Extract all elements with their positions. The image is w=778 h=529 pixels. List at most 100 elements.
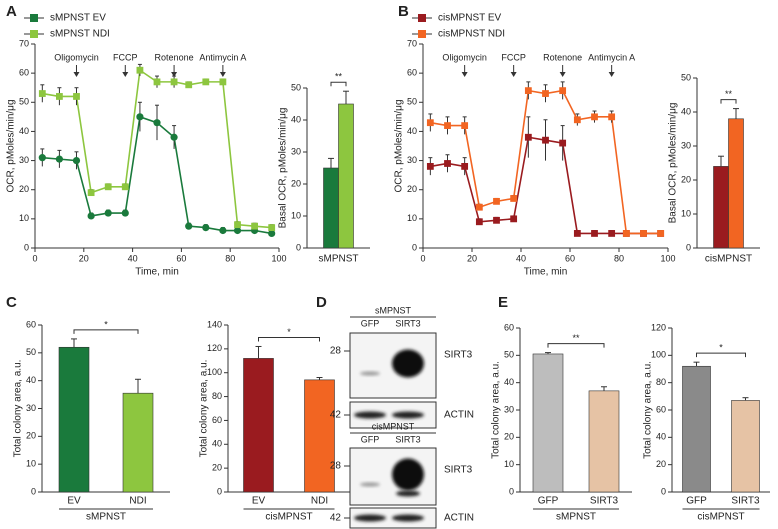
significance: * xyxy=(104,319,108,329)
y-tick-label: 100 xyxy=(651,350,666,360)
y-tick-label: 10 xyxy=(291,210,301,220)
y-tick-label: 20 xyxy=(504,432,514,442)
point xyxy=(104,209,112,217)
lane-label: GFP xyxy=(361,434,380,444)
legend-marker xyxy=(418,14,426,22)
y-tick-label: 140 xyxy=(207,319,222,329)
point xyxy=(72,156,81,165)
panel-label: A xyxy=(6,3,17,20)
y-tick-label: 40 xyxy=(504,377,514,387)
y-axis-label: Total colony area, a.u. xyxy=(491,361,502,459)
y-tick-label: 20 xyxy=(291,178,301,188)
y-tick-label: 20 xyxy=(19,184,29,194)
x-tick-label: 60 xyxy=(565,253,575,263)
point xyxy=(608,113,616,121)
bar xyxy=(713,166,729,249)
bar xyxy=(122,392,154,493)
y-tick-label: 100 xyxy=(207,367,222,377)
y-tick-label: 20 xyxy=(656,459,666,469)
bar xyxy=(682,365,711,493)
y-tick-label: 80 xyxy=(212,391,222,401)
arrow-head xyxy=(219,72,226,77)
point xyxy=(153,119,161,127)
point xyxy=(136,66,144,74)
legend-marker xyxy=(418,30,426,38)
y-tick-label: 0 xyxy=(412,242,417,252)
x-tick-label: 0 xyxy=(420,253,425,263)
point xyxy=(233,226,242,235)
x-tick-label: 40 xyxy=(128,253,138,263)
point xyxy=(234,221,241,229)
y-tick-label: 10 xyxy=(26,459,36,469)
point xyxy=(251,222,258,230)
x-axis-label: sMPNST xyxy=(319,254,359,265)
bar xyxy=(304,379,335,493)
legend-label: cisMPNST EV xyxy=(438,13,501,24)
point xyxy=(573,116,581,124)
y-axis-label: Basal OCR, pMoles/min/μg xyxy=(278,108,289,229)
arrow-head xyxy=(171,72,178,77)
y-axis-label: Basal OCR, pMoles/min/μg xyxy=(668,103,679,224)
y-tick-label: 50 xyxy=(681,72,691,82)
y-tick-label: 50 xyxy=(291,82,301,92)
protein-label: ACTIN xyxy=(444,513,474,524)
significance: ** xyxy=(335,72,343,82)
panel-label: E xyxy=(498,294,508,311)
legend-marker xyxy=(30,14,38,22)
legend-label: sMPNST EV xyxy=(50,13,106,24)
point xyxy=(524,87,532,95)
y-tick-label: 40 xyxy=(291,114,301,124)
annotation: Oligomycin xyxy=(442,52,487,62)
blot-band xyxy=(396,490,420,497)
x-axis-label: cisMPNST xyxy=(265,512,312,523)
protein-label: ACTIN xyxy=(444,410,474,421)
point xyxy=(542,136,549,144)
y-tick-label: 50 xyxy=(26,347,36,357)
x-tick-label: EV xyxy=(252,496,266,507)
blot-title: cisMPNST xyxy=(372,421,415,431)
x-tick-label: GFP xyxy=(538,496,559,507)
point xyxy=(153,78,161,86)
bar xyxy=(243,358,274,493)
x-tick-label: NDI xyxy=(311,496,328,507)
y-tick-label: 30 xyxy=(504,404,514,414)
x-axis-label: Time, min xyxy=(524,267,568,278)
x-tick-label: 80 xyxy=(614,253,624,263)
blot-band xyxy=(354,514,386,522)
point xyxy=(268,229,276,238)
point xyxy=(591,230,598,237)
bar xyxy=(323,167,339,249)
y-tick-label: 30 xyxy=(19,155,29,165)
bar xyxy=(588,390,620,493)
point xyxy=(170,133,178,141)
point xyxy=(87,212,95,220)
point xyxy=(104,183,112,191)
x-tick-label: SIRT3 xyxy=(590,496,619,507)
mw-label: 28 xyxy=(330,346,342,357)
y-tick-label: 80 xyxy=(656,377,666,387)
x-tick-label: SIRT3 xyxy=(731,496,760,507)
x-tick-label: EV xyxy=(67,496,81,507)
point xyxy=(268,224,276,231)
y-tick-label: 40 xyxy=(656,432,666,442)
y-tick-label: 0 xyxy=(509,486,514,496)
arrow-head xyxy=(461,72,468,77)
bar xyxy=(58,346,90,493)
arrow-head xyxy=(559,72,566,77)
protein-label: SIRT3 xyxy=(444,350,473,361)
bar xyxy=(338,103,354,249)
blot-band xyxy=(360,482,380,487)
point xyxy=(640,230,647,237)
point xyxy=(573,230,581,237)
bar xyxy=(731,400,760,493)
y-axis-label: Total colony area, a.u. xyxy=(643,361,654,459)
panel-label: D xyxy=(316,294,327,311)
significance: * xyxy=(287,327,291,337)
point xyxy=(559,87,567,95)
y-tick-label: 60 xyxy=(212,415,222,425)
mw-label: 42 xyxy=(330,410,342,421)
significance-bracket xyxy=(258,336,320,342)
protein-label: SIRT3 xyxy=(444,465,473,476)
x-axis-label: sMPNST xyxy=(86,512,126,523)
y-tick-label: 30 xyxy=(291,146,301,156)
